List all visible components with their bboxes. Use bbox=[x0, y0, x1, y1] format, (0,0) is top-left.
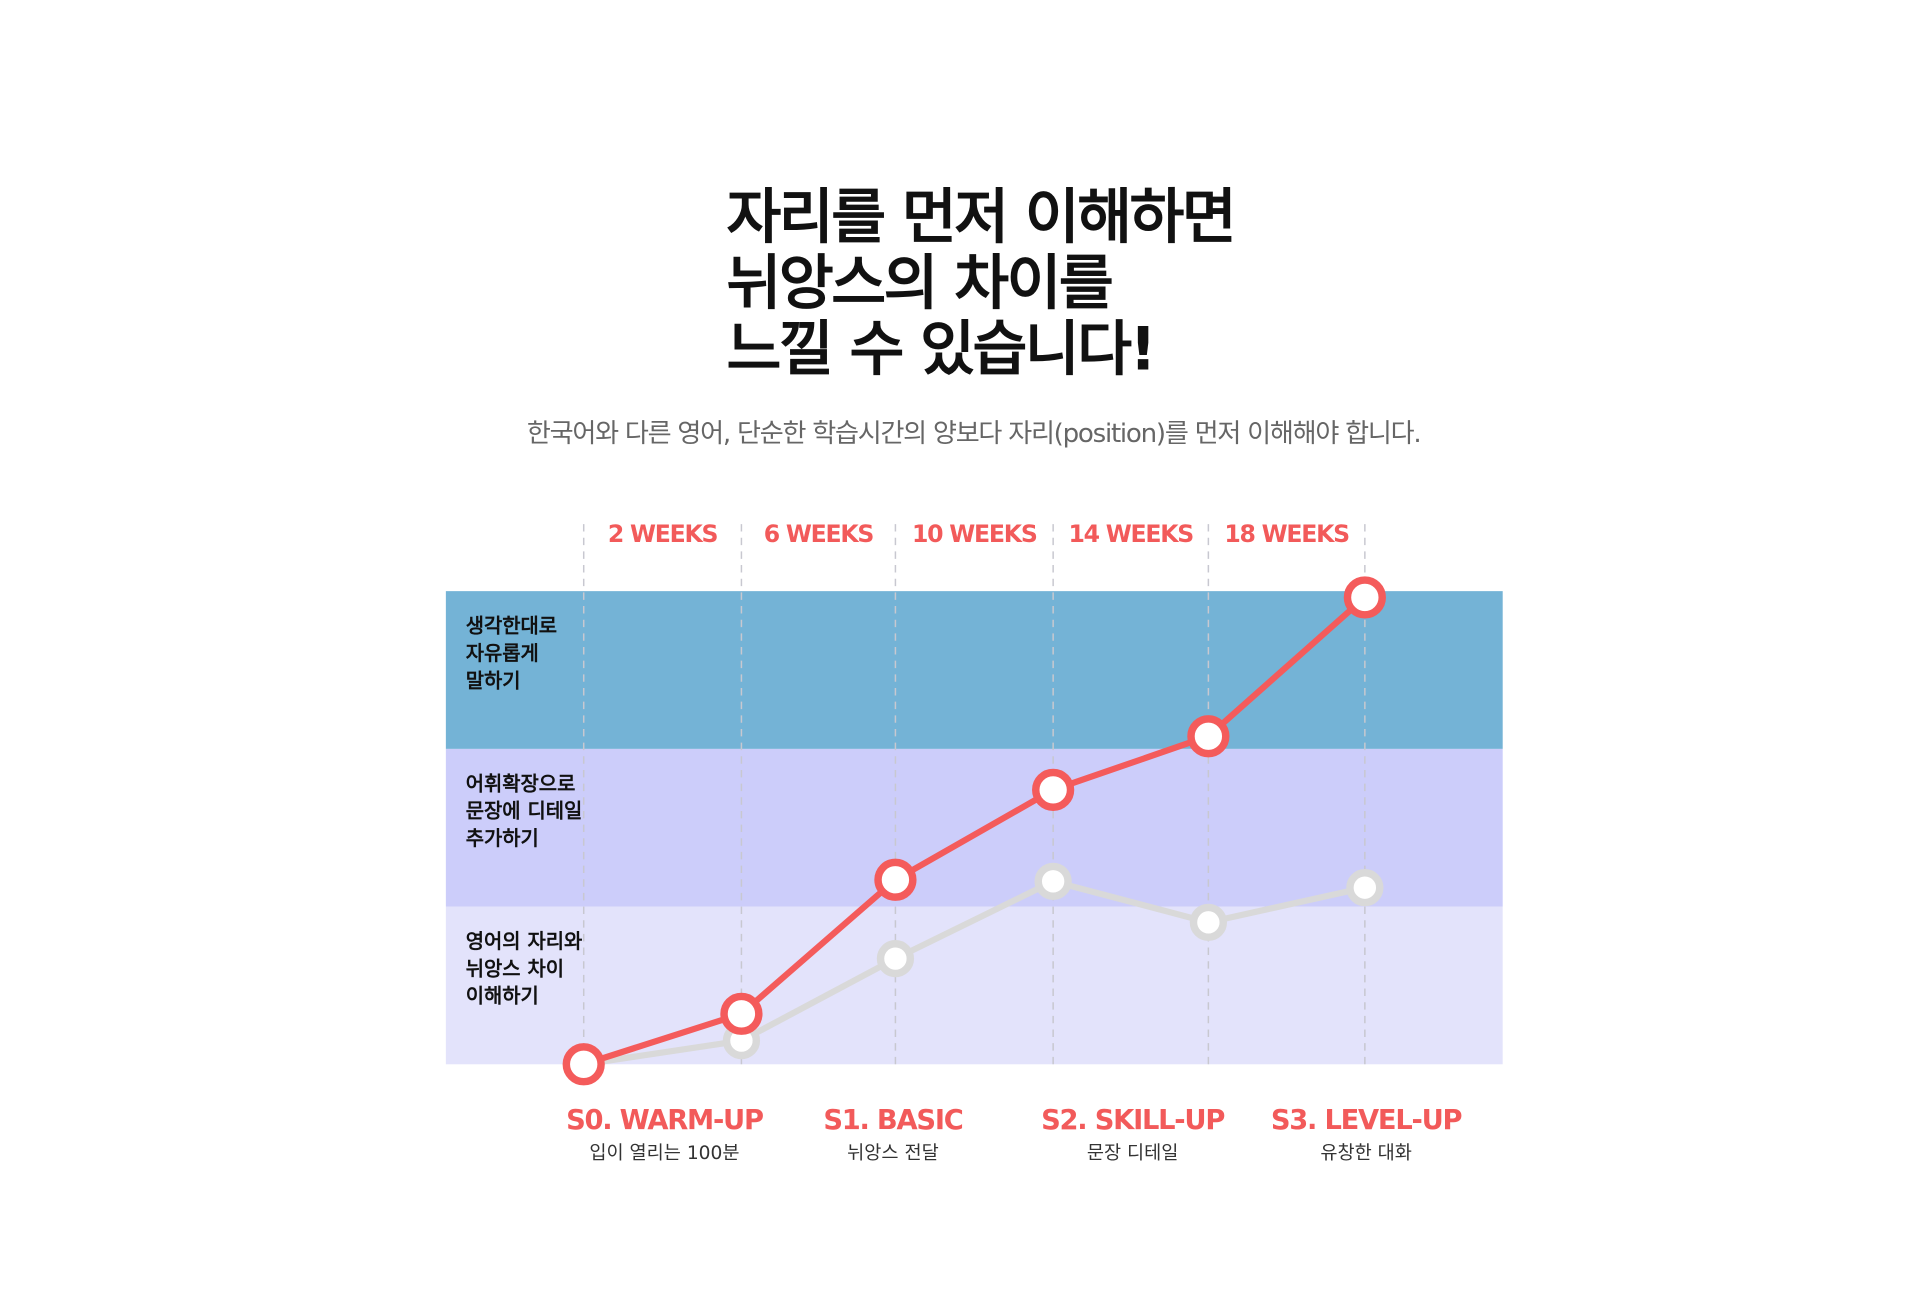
point bbox=[1343, 576, 1386, 619]
period-label: 10 WEEKS bbox=[912, 520, 1037, 548]
series-line bbox=[583, 878, 1366, 1068]
band-label: 추가하기 bbox=[466, 827, 539, 850]
band-label: 말하기 bbox=[466, 669, 521, 692]
point bbox=[720, 992, 763, 1035]
subtitle: 한국어와 다른 영어, 단순한 학습시간의 양보다 자리(position)를 … bbox=[527, 419, 1420, 449]
band-label: 생각한대로 bbox=[466, 615, 557, 638]
stage-name: S2. SKILL-UP bbox=[1041, 1105, 1224, 1136]
period-label: 6 WEEKS bbox=[764, 520, 874, 548]
point bbox=[1187, 715, 1230, 758]
period-label: 18 WEEKS bbox=[1224, 520, 1349, 548]
point bbox=[562, 1043, 605, 1086]
stage-desc: 뉘앙스 전달 bbox=[847, 1143, 939, 1164]
band-label: 어휘확장으로 bbox=[466, 772, 576, 795]
stage-name: S1. BASIC bbox=[823, 1105, 962, 1136]
band bbox=[445, 906, 1503, 1065]
band-label: 자유롭게 bbox=[466, 642, 539, 665]
point bbox=[1032, 768, 1075, 811]
stage-name: S3. LEVEL-UP bbox=[1271, 1105, 1462, 1136]
title-line: 자리를 먼저 이해하면 bbox=[727, 184, 1235, 253]
title-line: 느낄 수 있습니다! bbox=[727, 315, 1155, 384]
band-label: 뉘앙스 차이 bbox=[466, 957, 564, 980]
band bbox=[445, 748, 1503, 907]
period-label: 14 WEEKS bbox=[1068, 520, 1193, 548]
title-line: 뉘앙스의 차이를 bbox=[727, 249, 1112, 318]
band bbox=[445, 591, 1503, 749]
band-label: 문장에 디테일 bbox=[466, 800, 583, 823]
series-line bbox=[582, 595, 1367, 1068]
stage-name: S0. WARM-UP bbox=[566, 1105, 763, 1136]
period-label: 2 WEEKS bbox=[608, 520, 718, 548]
band-label: 이해하기 bbox=[466, 985, 539, 1008]
point bbox=[1346, 869, 1384, 907]
point bbox=[1034, 862, 1072, 900]
stage-desc: 입이 열리는 100분 bbox=[589, 1143, 739, 1164]
point bbox=[874, 858, 917, 901]
stage-desc: 유창한 대화 bbox=[1320, 1143, 1412, 1164]
stage-desc: 문장 디테일 bbox=[1087, 1143, 1179, 1164]
band-label: 영어의 자리와 bbox=[466, 930, 583, 953]
point bbox=[1189, 903, 1228, 941]
point bbox=[876, 939, 915, 978]
